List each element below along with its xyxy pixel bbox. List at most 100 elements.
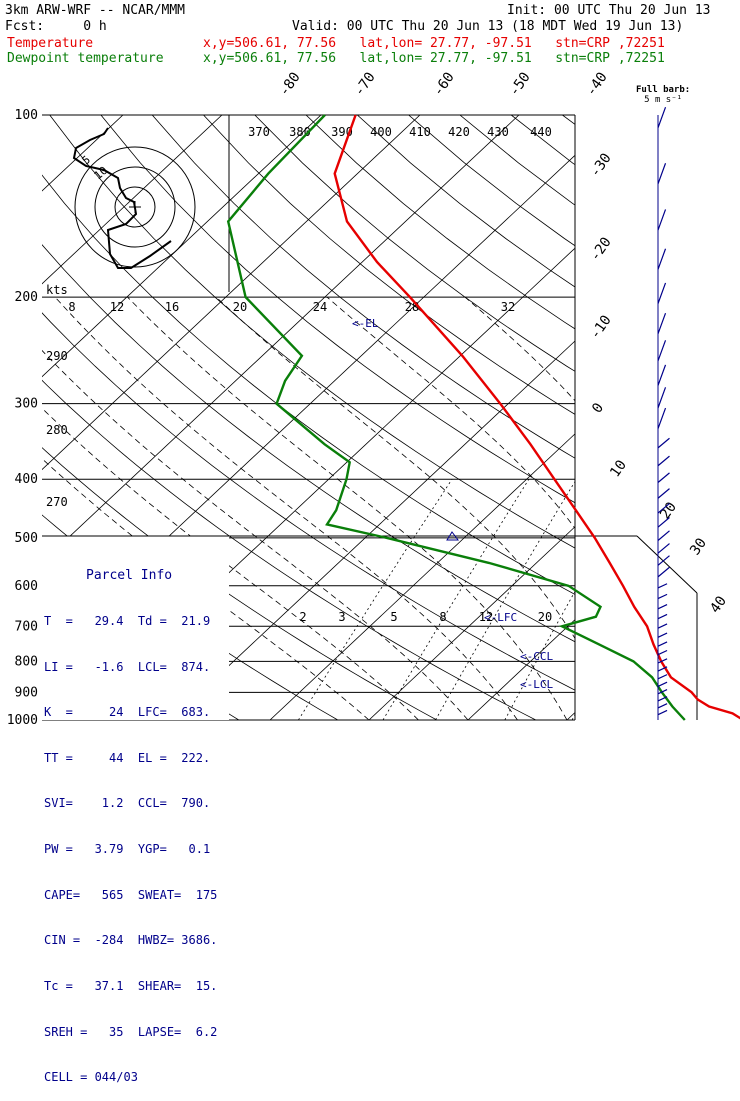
isotherm-label: 30 [687,535,710,558]
dry-adiabat-line [255,115,740,720]
dry-adiabat-line [460,115,740,720]
wind-scale-label: 28 [405,300,419,314]
theta-label: 410 [409,125,431,139]
level-annotation: <-LCL [520,678,553,691]
parcel-row: CIN = -284 HWBZ= 3686. [44,933,217,948]
isotherm-label: 40 [707,593,730,616]
mixing-ratio-label: 3 [338,610,345,624]
wind-scale-label: 20 [233,300,247,314]
theta-left-label: 270 [46,495,68,509]
isotherm-label: -50 [506,69,534,99]
wind-barb [658,614,667,618]
temperature-location: x,y=506.61, 77.56 lat,lon= 27.77, -97.51… [203,36,665,51]
isotherm-line [171,115,740,720]
wind-barb [658,567,669,577]
dry-adiabat-line [204,115,740,720]
pressure-tick-label: 200 [15,290,38,305]
mixing-ratio-label: 5 [390,610,397,624]
parcel-info-text: Parcel Info T = 29.4 Td = 21.9 LI = -1.6… [44,538,217,1101]
theta-label: 430 [487,125,509,139]
parcel-info-title: Parcel Info [44,568,217,583]
hodograph-ring-label: 10 [92,164,111,182]
barb-scale-value: 5 m s⁻¹ [636,95,690,105]
parcel-row: SVI= 1.2 CCL= 790. [44,796,217,811]
mixing-ratio-label: 8 [439,610,446,624]
temperature-legend: Temperature [7,36,93,51]
wind-barb [658,365,666,386]
wind-barb [658,456,669,466]
dry-adiabat-line [511,115,740,720]
isotherm-label: -70 [351,69,379,99]
wind-barb [658,624,667,628]
mixing-ratio-label: 20 [538,610,552,624]
wind-scale-label: 8 [68,300,75,314]
pressure-tick-label: 1000 [7,713,38,728]
hodograph: 510 [74,128,195,268]
hodograph-trace [74,128,171,268]
parcel-row: LI = -1.6 LCL= 874. [44,660,217,675]
wind-barb [658,682,667,686]
wind-units-label: kts [46,283,68,297]
theta-label: 440 [530,125,552,139]
level-annotation: <-EL [352,317,379,330]
wind-barb [658,107,666,128]
wind-scale-label: 16 [165,300,179,314]
dry-adiabat-line [562,115,740,720]
isotherm-label: 0 [589,400,607,416]
moist-adiabat-line [622,297,740,720]
wind-scale-label: 32 [501,300,515,314]
parcel-row: PW = 3.79 YGP= 0.1 [44,842,217,857]
temperature-line [335,115,740,720]
dewpoint-legend: Dewpoint temperature [7,51,164,66]
wind-barb [658,544,669,554]
sounding-lines [228,115,740,720]
pressure-tick-label: 800 [15,654,38,669]
wind-barb [658,594,667,598]
parcel-row: T = 29.4 Td = 21.9 [44,614,217,629]
wind-barb [658,531,669,541]
dry-adiabat-line [665,115,740,720]
parcel-row: SREH = 35 LAPSE= 6.2 [44,1025,217,1040]
isotherm-label: -60 [430,69,458,99]
wind-barb [658,473,669,483]
wind-barb [658,438,669,448]
level-annotation: <-CCL [520,650,553,663]
theta-left-label: 280 [46,423,68,437]
wind-barb [658,340,666,361]
parcel-row: Tc = 37.1 SHEAR= 15. [44,979,217,994]
wind-scale-label: 12 [110,300,124,314]
model-title: 3km ARW-WRF -- NCAR/MMM [5,3,185,18]
wind-barb [658,489,669,499]
init-time: Init: 00 UTC Thu 20 Jun 13 [507,3,711,18]
wind-barb [658,605,667,609]
isotherm-label: 10 [607,457,630,480]
isotherm-label: -10 [587,312,615,342]
barb-scale-title: Full barb: [636,85,690,95]
pressure-tick-label: 300 [15,397,38,412]
dewpoint-location: x,y=506.61, 77.56 lat,lon= 27.77, -97.51… [203,51,665,66]
wind-barb [658,584,667,588]
wind-scale-label: 24 [313,300,327,314]
theta-label: 370 [248,125,270,139]
pressure-tick-label: 600 [15,579,38,594]
isotherm-line [567,115,740,720]
wind-barb [658,313,666,334]
isotherm-line [369,115,740,720]
dry-adiabat-line [409,115,740,720]
isotherm-line [270,115,740,720]
dewpoint-line [228,115,685,720]
forecast-hour: Fcst: 0 h [5,19,107,34]
wind-barb [658,249,666,270]
moist-adiabat-line [216,297,616,720]
wind-barb [658,283,666,304]
moist-adiabat-line [327,297,666,720]
level-annotation: <-LFC [484,611,517,624]
wind-barb [658,675,667,679]
wind-barb [658,633,667,637]
parcel-box-diagonal [637,536,697,593]
dry-adiabat-line [306,115,740,720]
pressure-tick-label: 900 [15,685,38,700]
wind-barb [658,642,667,646]
mixing-ratio-label: 2 [299,610,306,624]
barb-scale-note: Full barb: 5 m s⁻¹ [636,85,690,105]
